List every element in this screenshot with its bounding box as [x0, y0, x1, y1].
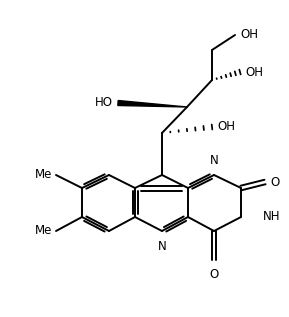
Text: HO: HO [95, 96, 113, 109]
Text: NH: NH [263, 210, 281, 223]
Text: OH: OH [240, 29, 258, 42]
Text: N: N [158, 240, 166, 253]
Text: O: O [209, 268, 218, 281]
Text: OH: OH [245, 66, 263, 79]
Text: Me: Me [35, 224, 52, 237]
Text: Me: Me [35, 169, 52, 182]
Text: O: O [270, 176, 279, 189]
Text: OH: OH [217, 120, 235, 133]
Text: N: N [210, 154, 218, 167]
Polygon shape [118, 100, 187, 107]
